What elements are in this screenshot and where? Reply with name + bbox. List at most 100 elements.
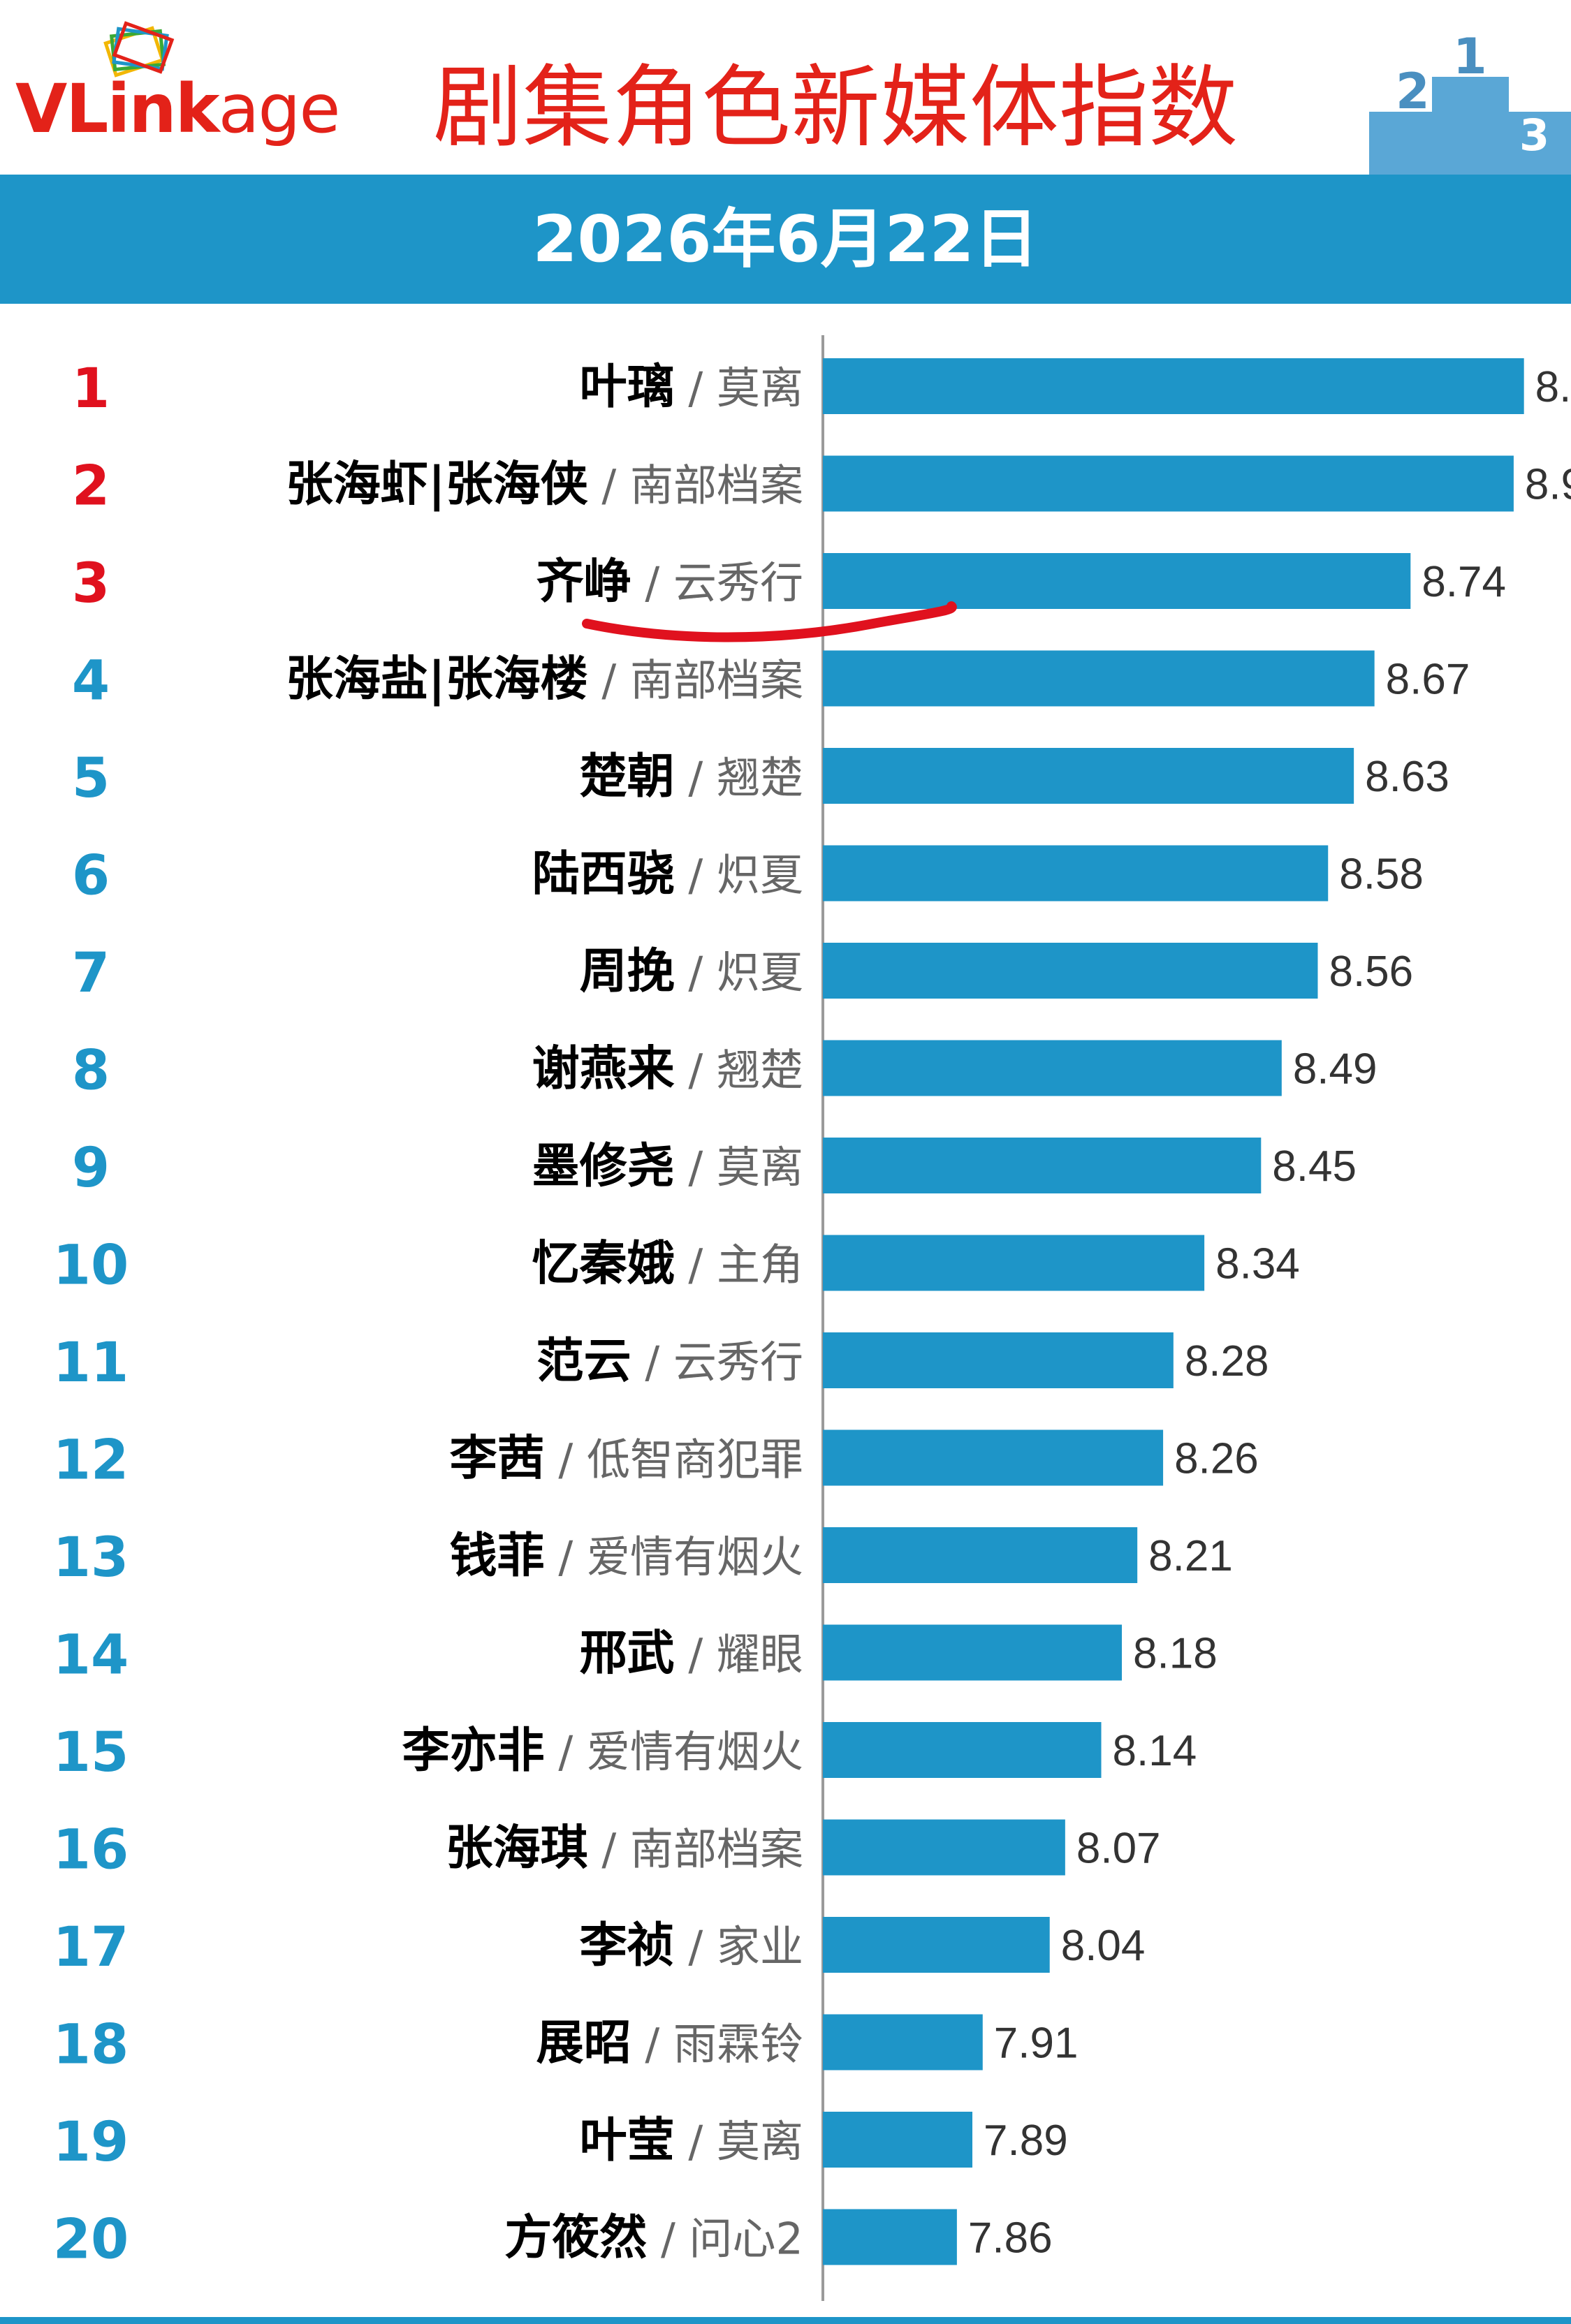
drama-name: 爱情有烟火 <box>587 1531 803 1582</box>
rank-label: 17 <box>53 1916 129 1979</box>
rank-label: 9 <box>72 1137 110 1200</box>
drama-name: 莫离 <box>717 2116 803 2167</box>
character-name: 李祯 <box>580 1918 675 1973</box>
rank-label: 2 <box>72 455 110 518</box>
character-name: 叶璃 <box>580 360 675 415</box>
page-title: 剧集角色新媒体指数 <box>433 56 1238 160</box>
rank-label: 3 <box>72 552 110 615</box>
bar <box>823 1332 1174 1388</box>
rank-label: 20 <box>53 2209 129 2272</box>
character-name: 忆秦娥 <box>532 1237 675 1292</box>
rank-label: 7 <box>72 942 110 1005</box>
row-label: 李祯 / 家业 <box>580 1918 803 1973</box>
bar <box>823 1138 1262 1193</box>
value-label: 8.18 <box>1133 1630 1218 1678</box>
value-label: 8.94 <box>1525 461 1571 509</box>
bar <box>823 1235 1205 1291</box>
drama-name: 低智商犯罪 <box>587 1434 803 1485</box>
row-label: 张海琪 / 南部档案 <box>446 1821 803 1876</box>
label-separator: / <box>675 1629 717 1680</box>
value-label: 8.74 <box>1422 558 1506 606</box>
value-label: 8.21 <box>1148 1532 1233 1580</box>
character-name: 范云 <box>536 1334 631 1389</box>
row-label: 李茜 / 低智商犯罪 <box>450 1432 803 1487</box>
bar <box>823 2112 973 2168</box>
drama-name: 炽夏 <box>717 850 803 901</box>
value-label: 8.67 <box>1386 656 1470 704</box>
bar <box>823 1040 1282 1096</box>
bar <box>823 650 1375 707</box>
character-name: 张海虾|张海侠 <box>286 457 589 513</box>
label-separator: / <box>675 362 717 413</box>
drama-name: 云秀行 <box>673 1337 803 1388</box>
chart-row: 7 周挽 / 炽夏 8.56 <box>72 942 1413 1005</box>
row-label: 方筱然 / 问心2 <box>504 2211 803 2266</box>
row-label: 墨修尧 / 莫离 <box>532 1139 803 1194</box>
label-separator: / <box>588 1824 630 1875</box>
drama-name: 耀眼 <box>717 1629 803 1680</box>
label-separator: / <box>631 1337 673 1388</box>
bar <box>823 1527 1138 1583</box>
drama-name: 南部档案 <box>630 655 803 706</box>
rank-label: 19 <box>53 2111 129 2174</box>
row-label: 谢燕来 / 翘楚 <box>532 1042 803 1097</box>
row-label: 齐峥 / 云秀行 <box>536 554 803 610</box>
value-label: 8.26 <box>1174 1435 1259 1483</box>
drama-name: 炽夏 <box>717 947 803 998</box>
value-label: 7.91 <box>994 2020 1079 2068</box>
value-label: 8.45 <box>1272 1142 1357 1191</box>
row-label: 展昭 / 雨霖铃 <box>536 2016 803 2071</box>
label-separator: / <box>647 2214 689 2265</box>
rank-label: 8 <box>72 1040 110 1103</box>
bar <box>823 1722 1102 1778</box>
drama-name: 主角 <box>717 1240 803 1290</box>
drama-name: 莫离 <box>717 362 803 413</box>
bar <box>823 1624 1123 1681</box>
rank-label: 12 <box>53 1429 129 1492</box>
chart-rows: 1 叶璃 / 莫离 8.96 2 张海虾|张海侠 / 南部档案 8.94 3 齐峥 / 云秀行… <box>53 358 1571 2272</box>
svg-text:3: 3 <box>1519 110 1549 161</box>
value-label: 7.89 <box>984 2117 1068 2165</box>
row-label: 邢武 / 耀眼 <box>580 1626 803 1682</box>
rank-label: 15 <box>53 1721 129 1784</box>
chart-row: 11 范云 / 云秀行 8.28 <box>53 1332 1269 1395</box>
chart-row: 15 李亦非 / 爱情有烟火 8.14 <box>53 1721 1197 1784</box>
rank-label: 10 <box>53 1235 129 1297</box>
svg-text:2: 2 <box>1396 63 1430 120</box>
row-label: 叶莹 / 莫离 <box>580 2113 803 2168</box>
bar <box>823 553 1411 609</box>
rank-label: 6 <box>72 845 110 908</box>
character-name: 楚朝 <box>580 749 675 804</box>
label-separator: / <box>631 557 673 608</box>
character-name: 李茜 <box>450 1432 545 1487</box>
vlinkage-logo: VLinkage <box>15 21 344 154</box>
row-label: 钱菲 / 爱情有烟火 <box>450 1529 803 1584</box>
character-name: 钱菲 <box>450 1529 545 1584</box>
value-label: 8.28 <box>1185 1337 1269 1385</box>
value-label: 8.96 <box>1535 363 1571 411</box>
character-name: 周挽 <box>580 944 675 999</box>
drama-name: 爱情有烟火 <box>587 1726 803 1777</box>
date-banner: 2026年6月22日 <box>0 175 1571 304</box>
label-separator: / <box>675 2116 717 2167</box>
row-label: 周挽 / 炽夏 <box>580 944 803 999</box>
chart-row: 18 展昭 / 雨霖铃 7.91 <box>53 2014 1079 2077</box>
drama-name: 翘楚 <box>717 1045 803 1096</box>
row-label: 忆秦娥 / 主角 <box>532 1237 803 1292</box>
label-separator: / <box>675 1240 717 1290</box>
drama-name: 问心2 <box>689 2214 803 2265</box>
chart-row: 1 叶璃 / 莫离 8.96 <box>72 358 1571 420</box>
label-separator: / <box>675 1921 717 1972</box>
bar <box>823 1917 1050 1973</box>
chart-date: 2026年6月22日 <box>532 202 1039 277</box>
logo-text-age: age <box>218 70 341 148</box>
character-name: 张海琪 <box>446 1821 588 1876</box>
bar-chart: 1 叶璃 / 莫离 8.96 2 张海虾|张海侠 / 南部档案 8.94 3 齐峥 / 云秀行… <box>53 335 1571 2301</box>
rank-label: 16 <box>53 1819 129 1882</box>
rank-label: 5 <box>72 747 110 810</box>
drama-name: 云秀行 <box>673 557 803 608</box>
rank-label: 18 <box>53 2014 129 2077</box>
character-name: 叶莹 <box>580 2113 675 2168</box>
value-label: 8.07 <box>1076 1825 1161 1873</box>
rank-label: 1 <box>72 358 110 420</box>
